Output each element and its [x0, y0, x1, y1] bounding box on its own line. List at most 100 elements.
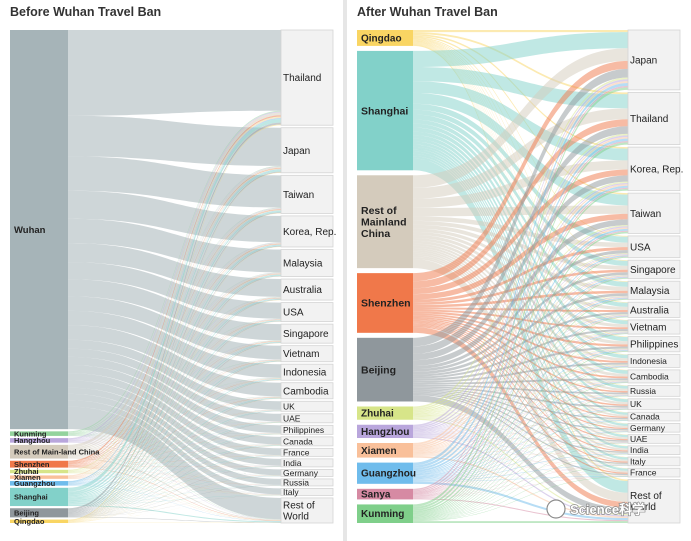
link-rest-of-main-land-china-to-malaysia [68, 272, 281, 453]
link-guangzhou-to-uk [68, 410, 281, 485]
link-wuhan-to-thailand [68, 30, 281, 116]
source-bar [10, 469, 68, 474]
link-hangzhou-to-cambodia [413, 380, 628, 435]
link-guangzhou-to-uae [413, 442, 628, 481]
link-wuhan-to-usa [68, 262, 281, 319]
link-guangzhou-to-philippines [413, 350, 628, 477]
link-hangzhou-to-india [68, 442, 281, 466]
link-kunming-to-japan [68, 165, 281, 433]
dest-label: Philippines [283, 425, 324, 435]
dest-label: Japan [283, 146, 310, 157]
link-hangzhou-to-germany [413, 430, 628, 436]
dest-node-philippines: Philippines [280, 425, 334, 435]
dest-bar [627, 434, 681, 444]
source-node-shanghai: Shanghai [357, 50, 413, 171]
link-hangzhou-to-japan [68, 166, 281, 440]
dest-label: India [630, 445, 649, 455]
link-kunming-to-germany [413, 431, 628, 520]
link-rest-of-main-land-china-to-uk [68, 409, 281, 456]
dest-node-cambodia: Cambodia [280, 382, 334, 400]
link-guangzhou-to-korea-rep [68, 244, 281, 484]
link-kunming-to-philippines [413, 351, 628, 517]
link-zhuhai-to-cambodia [68, 397, 281, 473]
link-xiamen-to-malaysia [68, 274, 281, 478]
dest-label: USA [630, 242, 651, 253]
link-guangzhou-to-canada [68, 445, 281, 485]
dest-label: Singapore [630, 265, 676, 276]
link-zhuhai-to-rest-of-world [413, 418, 628, 516]
link-hangzhou-to-uae [413, 435, 628, 443]
link-wuhan-to-malaysia [68, 218, 281, 273]
link-qingdao-to-usa [68, 321, 281, 522]
source-label: Rest of [361, 205, 397, 217]
link-guangzhou-to-rest-of-world [68, 485, 281, 522]
link-shanghai-to-vietnam [413, 123, 628, 325]
link-xiamen-to-malaysia [413, 296, 628, 452]
link-shanghai-to-philippines [68, 433, 281, 504]
link-zhuhai-to-japan [413, 77, 628, 409]
watermark-text: Science科学 [570, 502, 645, 517]
link-zhuhai-to-singapore [68, 341, 281, 473]
link-kunming-to-indonesia [68, 377, 281, 435]
dest-bar [280, 363, 334, 381]
source-label: Rest of Main-land China [14, 447, 100, 456]
link-zhuhai-to-japan [68, 168, 281, 471]
link-xiamen-to-russia [68, 478, 281, 486]
link-xiamen-to-italy [68, 478, 281, 495]
link-kunming-to-vietnam [68, 359, 281, 435]
link-rest-of-main-land-china-to-canada [68, 444, 281, 457]
link-kunming-to-usa [68, 318, 281, 435]
link-rest-of-main-land-china-to-france [68, 455, 281, 457]
link-zhuhai-to-taiwan [68, 209, 281, 472]
dest-bar [280, 497, 334, 524]
link-kunming-to-france [68, 435, 281, 456]
source-node-qingdao: Qingdao [10, 517, 68, 526]
source-node-hangzhou: Hangzhou [357, 424, 413, 439]
link-hangzhou-to-japan [413, 79, 628, 427]
dest-bar [280, 447, 334, 457]
link-guangzhou-to-uk [413, 408, 628, 480]
link-shanghai-to-uk [68, 410, 281, 503]
link-beijing-to-uae [68, 422, 281, 516]
link-qingdao-to-india [68, 466, 281, 523]
link-rest-of-main-land-china-to-singapore [68, 340, 281, 455]
dest-bar [280, 436, 334, 447]
link-xiamen-to-vietnam [413, 332, 628, 453]
source-label: Shanghai [361, 105, 408, 117]
link-sanya-to-japan [413, 85, 628, 491]
link-kunming-to-indonesia [413, 366, 628, 518]
link-guangzhou-to-usa [413, 255, 628, 474]
link-hangzhou-to-canada [413, 419, 628, 436]
link-shenzhen-to-cambodia [68, 397, 281, 467]
link-guangzhou-to-usa [68, 320, 281, 484]
link-rest-of-mainland-china-to-russia [413, 243, 628, 392]
link-beijing-to-germany [68, 476, 281, 517]
dest-bar [280, 302, 334, 323]
dest-node-vietnam: Vietnam [627, 319, 681, 335]
link-xiamen-to-india [68, 466, 281, 479]
source-node-shenzhen: Shenzhen [10, 460, 68, 469]
dest-bar [280, 174, 334, 214]
source-node-beijing: Beijing [10, 508, 68, 517]
link-shenzhen-to-germany [68, 466, 281, 476]
dest-bar [627, 423, 681, 433]
dest-bar [280, 468, 334, 477]
source-label: Xiamen [361, 446, 397, 457]
link-sanya-to-vietnam [413, 333, 628, 496]
wechat-logo-icon [546, 499, 566, 519]
link-shanghai-to-japan [68, 169, 281, 494]
dest-bar [627, 445, 681, 455]
source-label: Xiamen [14, 473, 41, 482]
source-label: Shanghai [14, 493, 48, 502]
dest-node-australia: Australia [280, 278, 334, 301]
link-xiamen-to-singapore [413, 275, 628, 451]
link-qingdao-to-thailand [68, 124, 281, 521]
link-shenzhen-to-korea-rep [68, 243, 281, 464]
link-beijing-to-france [413, 393, 628, 476]
link-rest-of-mainland-china-to-philippines [413, 234, 628, 345]
link-hangzhou-to-france [68, 442, 281, 456]
link-shanghai-to-malaysia [68, 274, 281, 498]
link-rest-of-main-land-china-to-vietnam [68, 359, 281, 455]
link-beijing-to-australia [68, 299, 281, 514]
